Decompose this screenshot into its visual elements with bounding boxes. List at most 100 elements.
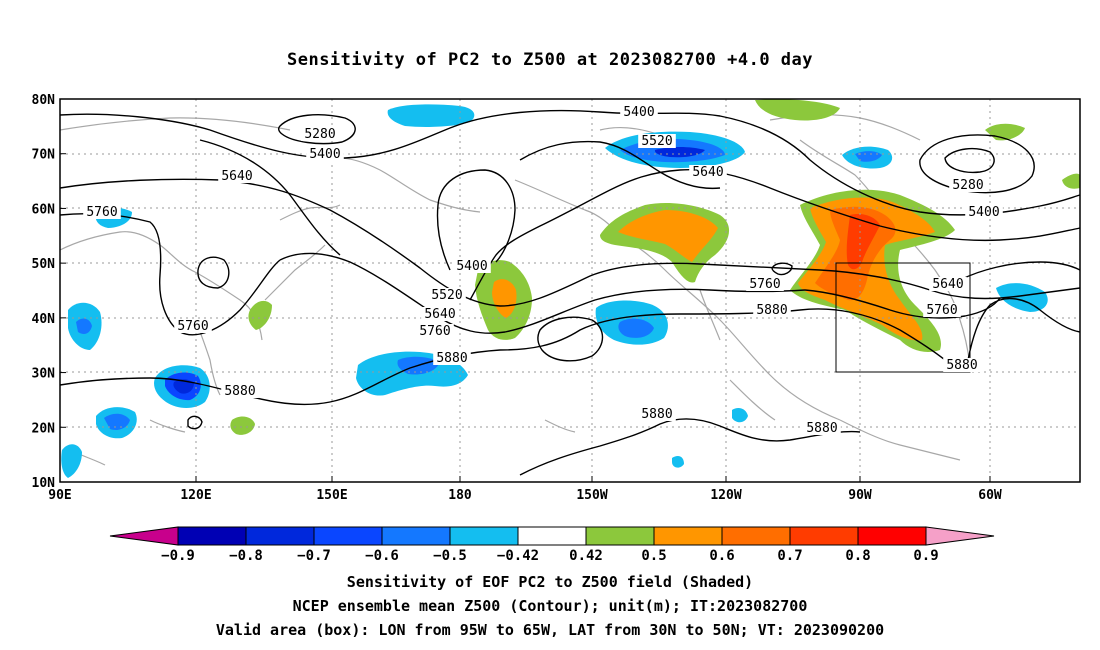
contour-5880-subtrop [59,308,946,406]
contour-label: 5640 [692,165,723,180]
lat-label: 80N [32,93,56,108]
contour-label: 5880 [946,358,977,373]
colorbar-label: −0.42 [497,548,539,564]
contour-label-bg [638,134,676,148]
colorbar-label: −0.6 [365,548,399,564]
lat-label: 50N [32,257,56,272]
colorbar-label: −0.9 [161,548,195,564]
colorbar-segment [653,526,723,546]
contour-5760-closed-asia [197,256,230,289]
contour-5880-south [519,418,861,476]
contour-label-bg [803,421,841,435]
positive-blob-125e [248,300,272,330]
colorbar: −0.9 −0.8 −0.7 −0.6 −0.5 −0.42 0.42 0.5 0.6 0.7 0.… [109,526,995,564]
lon-label: 90E [48,488,71,503]
contour-label: 5520 [641,134,672,149]
contour-label: 5760 [419,324,450,339]
lat-label: 30N [32,367,56,382]
colorbar-segment [789,526,859,546]
contour-label-bg [929,277,967,291]
contour-label-bg [221,384,259,398]
grid-lines [60,99,1080,482]
negative-core-northpole [855,151,882,162]
contour-east-atl-2 [959,261,1081,281]
contour-label: 5880 [641,407,672,422]
contour-label-bg [746,277,784,291]
contour-5760-closed-na [771,262,793,276]
colorbar-label: −0.5 [433,548,467,564]
shaded-sensitivity [61,99,1080,478]
contour-label-bg [965,205,1003,219]
lat-label: 10N [32,476,56,491]
colorbar-label: 0.42 [569,548,603,564]
z500-contours [59,109,1081,476]
footer-line-3: Valid area (box): LON from 95W to 65W, L… [215,621,885,639]
valid-area-box [835,262,971,373]
contour-label-bg [174,319,212,333]
negative-blob-pac-low2 [672,456,684,468]
lon-label: 90W [848,488,872,503]
lon-label: 150E [316,488,347,503]
colorbar-segment [449,526,519,546]
lon-label: 180 [448,488,472,503]
map-background [60,99,1080,482]
contour-label: 5760 [177,319,208,334]
colorbar-label: 0.9 [913,548,938,564]
positive-blob-east [1062,173,1080,189]
contour-label: 5400 [968,205,999,220]
colorbar-segment [313,526,383,546]
colorbar-left-arrow [109,526,179,546]
lon-label: 150W [576,488,607,503]
lat-label: 40N [32,312,56,327]
footer-line-1: Sensitivity of EOF PC2 to Z500 field (Sh… [346,573,754,591]
contour-5280-arctic-east [919,134,1035,194]
contour-label: 5880 [436,351,467,366]
contour-label: 5400 [309,147,340,162]
latitude-labels: 80N 70N 60N 50N 40N 30N 20N 10N [32,93,66,491]
contour-5400-trough [436,169,516,271]
contour-label-bg [689,165,727,179]
positive-core-dateline [492,279,517,318]
contour-5880-closed-taiwan [187,415,203,430]
colorbar-segment [177,526,247,546]
colorbar-segment [721,526,791,546]
negative-max-alaska-north [654,147,705,158]
contour-label-bg [416,324,454,338]
colorbar-segment [585,526,655,546]
contour-label: 5640 [424,307,455,322]
map-frame [59,98,1081,483]
contour-5760-main [279,252,806,334]
contour-label-bg [453,259,491,273]
positive-region-east-cap [755,99,840,121]
colorbar-label: −0.8 [229,548,263,564]
negative-region-india [61,444,82,478]
contour-label-bg [620,105,658,119]
contour-label-bg [301,127,339,141]
colorbar-segment [245,526,315,546]
colorbar-segment [517,526,587,546]
positive-core-alaska [618,210,718,262]
colorbar-label: 0.6 [709,548,734,564]
negative-core-scs [104,413,130,430]
colorbar-segment [857,526,927,546]
longitude-labels: 90E 120E 150E 180 150W 120W 90W 60W [48,476,1002,503]
contour-label: 5880 [756,303,787,318]
contour-label: 5520 [431,288,462,303]
negative-core-bay [76,318,92,334]
contour-5280-arctic-west [278,114,356,145]
footer-line-2: NCEP ensemble mean Z500 (Contour); unit(… [292,597,808,615]
contour-label: 5760 [749,277,780,292]
map-title: Sensitivity of PC2 to Z500 at 2023082700… [286,50,813,70]
contour-label: 5760 [86,205,117,220]
contour-label: 5280 [952,178,983,193]
negative-region-atlantic [996,283,1048,312]
contour-label: 5640 [932,277,963,292]
contour-label: 5760 [926,303,957,318]
lat-label: 20N [32,421,56,436]
contour-5640-arctic [519,140,721,190]
contour-label-bg [83,205,121,219]
contour-label-bg [306,147,344,161]
contour-labels: 5280 5400 5640 5760 5760 5400 5520 5640 5760 5880… [83,105,1003,436]
negative-blob-pac-low [732,408,748,423]
